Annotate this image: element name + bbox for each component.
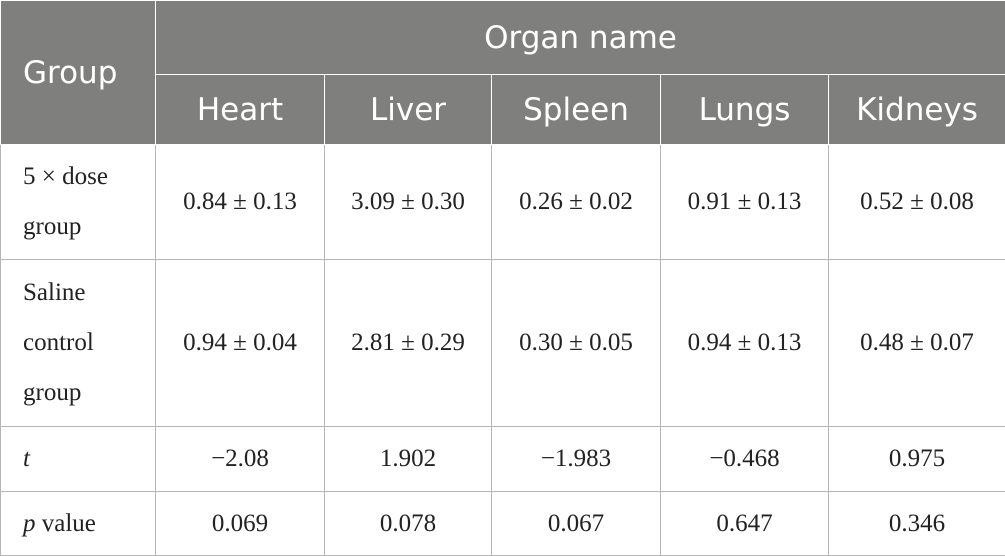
table-cell: 0.975 — [827, 426, 1005, 493]
table-row: 5 × dose group 0.84 ± 0.13 3.09 ± 0.30 0… — [0, 144, 1005, 261]
organ-header-lungs: Lungs — [660, 74, 829, 146]
p-symbol: p — [23, 509, 36, 537]
row-label-line: group — [23, 379, 82, 407]
table-cell: 0.647 — [660, 491, 829, 556]
table-cell: 0.94 ± 0.13 — [660, 259, 829, 428]
table-row: p value 0.069 0.078 0.067 0.647 0.346 — [0, 491, 1005, 556]
organ-header-liver: Liver — [324, 74, 492, 146]
table-cell: 3.09 ± 0.30 — [324, 144, 492, 261]
row-label: p value — [0, 491, 156, 556]
table-cell: 0.94 ± 0.04 — [155, 259, 325, 428]
table-cell: −1.983 — [491, 426, 661, 493]
table-row: Saline control group 0.94 ± 0.04 2.81 ± … — [0, 259, 1005, 428]
organ-name-header: Organ name — [154, 0, 1005, 76]
table-cell: 0.346 — [827, 491, 1005, 556]
row-label: Saline control group — [0, 259, 156, 428]
organ-header-kidneys: Kidneys — [827, 74, 1005, 146]
row-label-line: group — [23, 213, 82, 241]
organ-header-spleen: Spleen — [491, 74, 661, 146]
table-cell: 0.48 ± 0.07 — [827, 259, 1005, 428]
header-row-2: Heart Liver Spleen Lungs Kidneys — [1, 74, 1005, 146]
row-label: t — [0, 426, 156, 493]
row-label: 5 × dose group — [0, 144, 156, 261]
table-cell: 0.26 ± 0.02 — [491, 144, 661, 261]
table-cell: 2.81 ± 0.29 — [324, 259, 492, 428]
table-cell: 0.52 ± 0.08 — [827, 144, 1005, 261]
table-cell: 0.84 ± 0.13 — [155, 144, 325, 261]
table-cell: −2.08 — [155, 426, 325, 493]
table-cell: 0.91 ± 0.13 — [660, 144, 829, 261]
row-label-line: 5 × dose — [23, 163, 108, 191]
table-row: t −2.08 1.902 −1.983 −0.468 0.975 — [0, 426, 1005, 493]
row-label-line: Saline — [23, 279, 86, 307]
header-row-1: Group Organ name — [0, 0, 1005, 146]
table-cell: −0.468 — [660, 426, 829, 493]
table-cell: 0.067 — [491, 491, 661, 556]
table-cell: 0.30 ± 0.05 — [491, 259, 661, 428]
row-label-line: control — [23, 329, 94, 357]
table-cell: 1.902 — [324, 426, 492, 493]
table-cell: 0.069 — [155, 491, 325, 556]
t-statistic-label: t — [23, 445, 30, 473]
organ-header-heart: Heart — [155, 74, 325, 146]
table-cell: 0.078 — [324, 491, 492, 556]
group-header: Group — [0, 0, 156, 146]
p-value-label: value — [35, 509, 96, 537]
